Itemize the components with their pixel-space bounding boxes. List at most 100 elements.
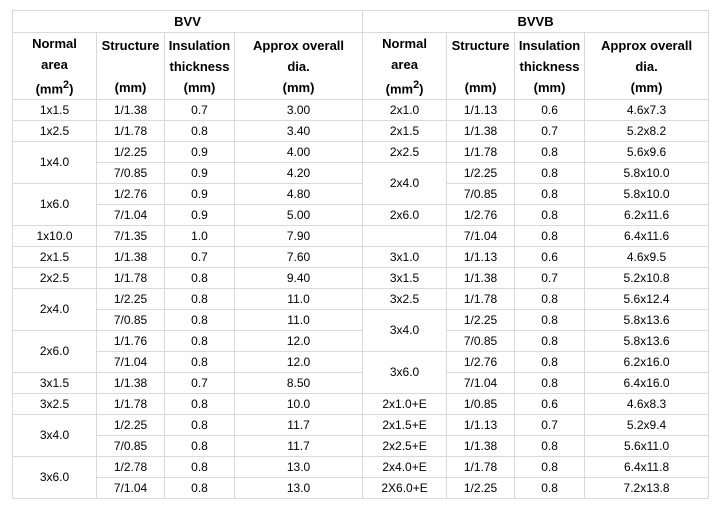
area-cell: 2x4.0	[12, 288, 97, 332]
table-row: 1x6.0 1/2.76 0.9 4.80 7/0.85 0.8 5.8x10.0	[12, 183, 710, 227]
insulation-cell: 0.8	[514, 162, 586, 185]
insulation-cell: 1.0	[164, 225, 235, 248]
dia-cell: 13.0	[233, 477, 364, 500]
table-row: 1x4.0 1/2.25 0.9 4.00 2x2.5 1/1.78 0.8 5.6x9.6	[12, 141, 710, 185]
table-body: 1x1.5 1/1.38 0.7 3.00 2x1.0 1/1.13 0.6 4.6x7.3 1…	[12, 99, 710, 500]
area-cell: 2X6.0+E	[362, 477, 448, 500]
header-approx-overall-dia: Approx overall dia. (mm)	[233, 31, 364, 101]
insulation-cell: 0.8	[164, 120, 235, 143]
dia-cell: 6.4x11.8	[584, 456, 710, 479]
insulation-cell: 0.8	[514, 456, 586, 479]
insulation-cell: 0.8	[514, 351, 586, 374]
insulation-cell: 0.8	[164, 351, 235, 374]
dia-cell: 5.8x10.0	[584, 183, 710, 206]
structure-cell: 1/1.78	[446, 288, 516, 311]
structure-cell: 1/2.25	[96, 141, 165, 164]
table-row: 7/0.85 0.9 4.20 2x4.0 1/2.25 0.8 5.8x10.0	[13, 162, 710, 206]
header-normal-area: Normal area (mm2)	[362, 31, 448, 101]
insulation-cell: 0.7	[164, 372, 235, 395]
area-cell: 2x1.5	[362, 120, 448, 143]
dia-cell: 4.6x9.5	[584, 246, 710, 269]
dia-cell: 11.0	[233, 288, 364, 311]
area-cell: 2x6.0	[362, 204, 448, 227]
structure-cell: 1/1.38	[96, 372, 165, 395]
area-cell: 2x1.0+E	[362, 393, 448, 416]
dia-cell: 6.2x16.0	[584, 351, 710, 374]
table-row: 2x4.0 1/2.25 0.8 11.0 3x2.5 1/1.78 0.8 5.6x12.4	[12, 288, 710, 332]
insulation-cell: 0.6	[514, 99, 586, 122]
insulation-cell: 0.8	[164, 435, 235, 458]
area-cell: 3x1.0	[362, 246, 448, 269]
insulation-cell: 0.7	[514, 120, 586, 143]
insulation-cell: 0.8	[164, 414, 235, 437]
table-row: 2x1.5 1/1.38 0.7 7.60 3x1.0 1/1.13 0.6 4.6x9.5	[12, 246, 710, 269]
dia-cell: 4.6x8.3	[584, 393, 710, 416]
header-structure: Structure (mm)	[446, 31, 516, 101]
structure-cell: 1/2.25	[96, 288, 165, 311]
structure-cell: 1/1.38	[96, 246, 165, 269]
dia-cell: 6.4x11.6	[584, 225, 710, 248]
area-cell: 2x4.0	[362, 162, 448, 206]
header-structure: Structure (mm)	[96, 31, 165, 101]
insulation-cell: 0.7	[514, 414, 586, 437]
area-cell: 3x4.0	[12, 414, 97, 458]
structure-cell: 1/1.38	[96, 99, 165, 122]
structure-cell: 1/1.78	[96, 393, 165, 416]
structure-cell: 1/1.38	[446, 267, 516, 290]
dia-cell: 11.7	[233, 414, 364, 437]
dia-cell: 10.0	[233, 393, 364, 416]
dia-cell: 5.8x13.6	[584, 330, 710, 353]
insulation-cell: 0.9	[164, 183, 235, 206]
structure-cell: 1/1.76	[96, 330, 165, 353]
dia-cell: 5.8x13.6	[584, 309, 710, 332]
area-cell: 3x6.0	[362, 351, 448, 395]
structure-cell: 1/2.25	[446, 309, 516, 332]
insulation-cell: 0.8	[514, 183, 586, 206]
dia-cell: 5.8x10.0	[584, 162, 710, 185]
structure-cell: 1/1.38	[446, 435, 516, 458]
group-title-bvvb: BVVB	[362, 10, 710, 33]
structure-cell: 1/0.85	[446, 393, 516, 416]
insulation-cell: 0.8	[514, 330, 586, 353]
structure-cell: 1/1.78	[446, 456, 516, 479]
insulation-cell: 0.8	[514, 372, 586, 395]
insulation-cell: 0.8	[164, 267, 235, 290]
area-cell: 2x1.5+E	[362, 414, 448, 437]
structure-cell: 7/1.04	[96, 477, 165, 500]
table-row: 2x2.5 1/1.78 0.8 9.40 3x1.5 1/1.38 0.7 5.2x10.8	[12, 267, 710, 290]
table-row: 3x1.5 1/1.38 0.7 8.50 7/1.04 0.8 6.4x16.0	[12, 372, 710, 395]
table-row: 3x2.5 1/1.78 0.8 10.0 2x1.0+E 1/0.85 0.6 4.6x8.…	[12, 393, 710, 416]
structure-cell: 1/1.13	[446, 99, 516, 122]
column-header-row: Normal area (mm2) Structure (mm) Insulat…	[12, 31, 710, 101]
dia-cell: 6.2x11.6	[584, 204, 710, 227]
structure-cell: 1/2.25	[446, 477, 516, 500]
dia-cell: 4.6x7.3	[584, 99, 710, 122]
structure-cell: 7/1.04	[96, 351, 165, 374]
insulation-cell: 0.7	[514, 267, 586, 290]
table-row: 7/1.04 0.9 5.00 2x6.0 1/2.76 0.8 6.2x11.6	[13, 204, 710, 227]
structure-cell: 7/1.04	[446, 372, 516, 395]
table-row: 7/1.04 0.8 12.0 3x6.0 1/2.76 0.8 6.2x16.0	[13, 351, 710, 395]
dia-cell: 8.50	[233, 372, 364, 395]
dia-cell: 4.20	[233, 162, 364, 185]
table-row: 2x6.0 1/1.76 0.8 12.0 7/0.85 0.8 5.8x13.6	[12, 330, 710, 374]
area-cell	[362, 225, 448, 248]
area-cell: 1x4.0	[12, 141, 97, 185]
insulation-cell: 0.7	[164, 99, 235, 122]
cable-spec-sheet: BVV BVVB Normal area (mm2) Structure (mm…	[11, 10, 710, 500]
area-cell: 2x6.0	[12, 330, 97, 374]
insulation-cell: 0.8	[164, 309, 235, 332]
insulation-cell: 0.8	[514, 477, 586, 500]
group-title-bvv: BVV	[11, 10, 364, 33]
structure-cell: 7/0.85	[96, 309, 165, 332]
insulation-cell: 0.9	[164, 204, 235, 227]
insulation-cell: 0.9	[164, 162, 235, 185]
area-cell: 3x6.0	[12, 456, 97, 500]
structure-cell: 1/1.38	[446, 120, 516, 143]
structure-cell: 1/1.78	[96, 120, 165, 143]
structure-cell: 7/1.04	[96, 204, 165, 227]
table-row: 3x4.0 1/2.25 0.8 11.7 2x1.5+E 1/1.13 0.7 5.2x9.…	[12, 414, 710, 458]
dia-cell: 6.4x16.0	[584, 372, 710, 395]
insulation-cell: 0.8	[514, 288, 586, 311]
structure-cell: 7/0.85	[446, 330, 516, 353]
